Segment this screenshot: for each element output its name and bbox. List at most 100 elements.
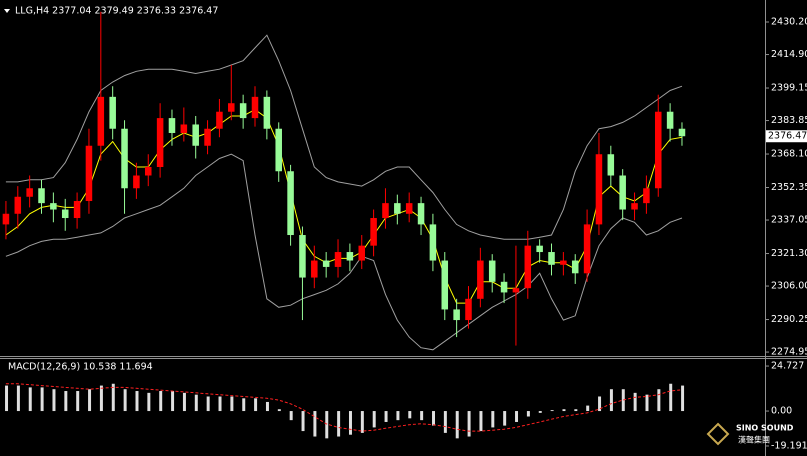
candle-body	[370, 218, 377, 246]
macd-bar	[526, 411, 530, 417]
macd-bar	[598, 396, 602, 412]
candle-body	[14, 196, 22, 214]
macd-bar	[396, 411, 400, 421]
indicator-line	[5, 34, 683, 240]
macd-bar	[669, 383, 673, 412]
candle-body	[524, 245, 532, 289]
candle-body	[109, 96, 116, 129]
candle-body	[488, 260, 496, 282]
macd-bar	[491, 411, 495, 428]
macd-bar	[633, 392, 637, 412]
macd-bar	[159, 391, 163, 412]
candle-body	[429, 224, 437, 261]
candle-body	[536, 245, 543, 253]
macd-bar	[479, 411, 483, 432]
macd-bar	[289, 411, 293, 421]
macd-bar	[384, 411, 388, 422]
y-tick-label: 2399.15	[771, 83, 807, 94]
candle-body	[2, 213, 10, 225]
candle-body	[275, 128, 282, 172]
candle-body	[394, 203, 401, 214]
candle-body	[607, 154, 615, 176]
candle-body	[678, 128, 686, 137]
candle-body	[441, 260, 449, 310]
candle-body	[228, 103, 235, 112]
chart-title: LLG,H4 2377.04 2379.49 2376.33 2376.47	[15, 6, 218, 17]
macd-bar	[40, 387, 44, 412]
last-price-box	[766, 130, 807, 143]
logo-subtext: 漢聲集團	[738, 435, 770, 445]
macd-bar	[609, 389, 613, 412]
logo: SINO SOUND 漢聲集團	[706, 422, 794, 446]
macd-bar	[52, 389, 56, 412]
candle-body	[85, 145, 93, 202]
last-price-label: 2376.47	[768, 131, 807, 142]
macd-bar	[515, 411, 519, 422]
macd-bar	[171, 391, 175, 412]
y-tick-label: 2337.05	[771, 215, 807, 226]
logo-icon	[706, 422, 730, 446]
candle-body	[631, 203, 638, 210]
macd-bar	[645, 394, 649, 412]
candle-body	[61, 209, 69, 219]
y-tick-label: 2352.35	[771, 182, 807, 193]
candle-body	[560, 260, 567, 265]
indicator-line	[5, 109, 683, 304]
macd-bar	[337, 411, 341, 437]
macd-bar	[16, 385, 20, 412]
macd-bar	[147, 392, 151, 412]
macd-bar	[538, 411, 542, 413]
candle-body	[168, 118, 176, 133]
macd-bar	[182, 392, 186, 412]
macd-bar	[420, 411, 424, 421]
macd-bar	[408, 411, 412, 419]
macd-bar	[313, 411, 317, 437]
macd-title: MACD(12,26,9) 10.538 11.694	[8, 362, 153, 373]
macd-bar	[432, 411, 435, 426]
macd-bar	[621, 389, 625, 412]
y-tick-label: 2414.90	[771, 49, 807, 60]
candle-body	[619, 175, 626, 210]
candle-body	[180, 124, 188, 133]
y-tick-label: 2383.85	[771, 115, 807, 126]
y-tick-label: 2430.20	[771, 17, 807, 28]
candle-body	[133, 175, 140, 189]
y-tick-label: 24.727	[771, 361, 804, 372]
candle-body	[654, 111, 662, 189]
macd-bar	[455, 411, 459, 439]
macd-bar	[28, 387, 32, 412]
macd-bar	[5, 385, 9, 412]
candle-body	[263, 96, 271, 129]
candle-body	[38, 188, 45, 204]
candle-body	[358, 245, 366, 261]
candle-body	[548, 252, 555, 265]
macd-bar	[467, 411, 471, 437]
candle-body	[583, 224, 591, 274]
macd-bar	[681, 385, 685, 412]
candle-body	[382, 203, 389, 219]
candle-body	[73, 201, 81, 219]
macd-bar	[562, 409, 566, 412]
y-tick-label: 2290.25	[771, 314, 807, 325]
candle-body	[121, 128, 128, 189]
macd-bar	[230, 396, 234, 412]
candle-body	[322, 260, 330, 267]
macd-bar	[88, 389, 92, 412]
candle-body	[251, 96, 259, 119]
macd-bar	[503, 411, 507, 426]
candle-body	[311, 260, 318, 278]
candle-body	[417, 203, 425, 225]
candle-body	[50, 203, 57, 210]
indicator-line	[5, 153, 683, 351]
macd-bar	[325, 411, 329, 439]
macd-bar	[360, 411, 364, 433]
candle-body	[405, 203, 413, 214]
candle-body	[156, 118, 164, 167]
macd-bar	[277, 409, 281, 412]
macd-bar	[206, 396, 210, 412]
candle-body	[26, 188, 33, 197]
macd-bar	[194, 394, 198, 412]
macd-bar	[586, 405, 590, 412]
